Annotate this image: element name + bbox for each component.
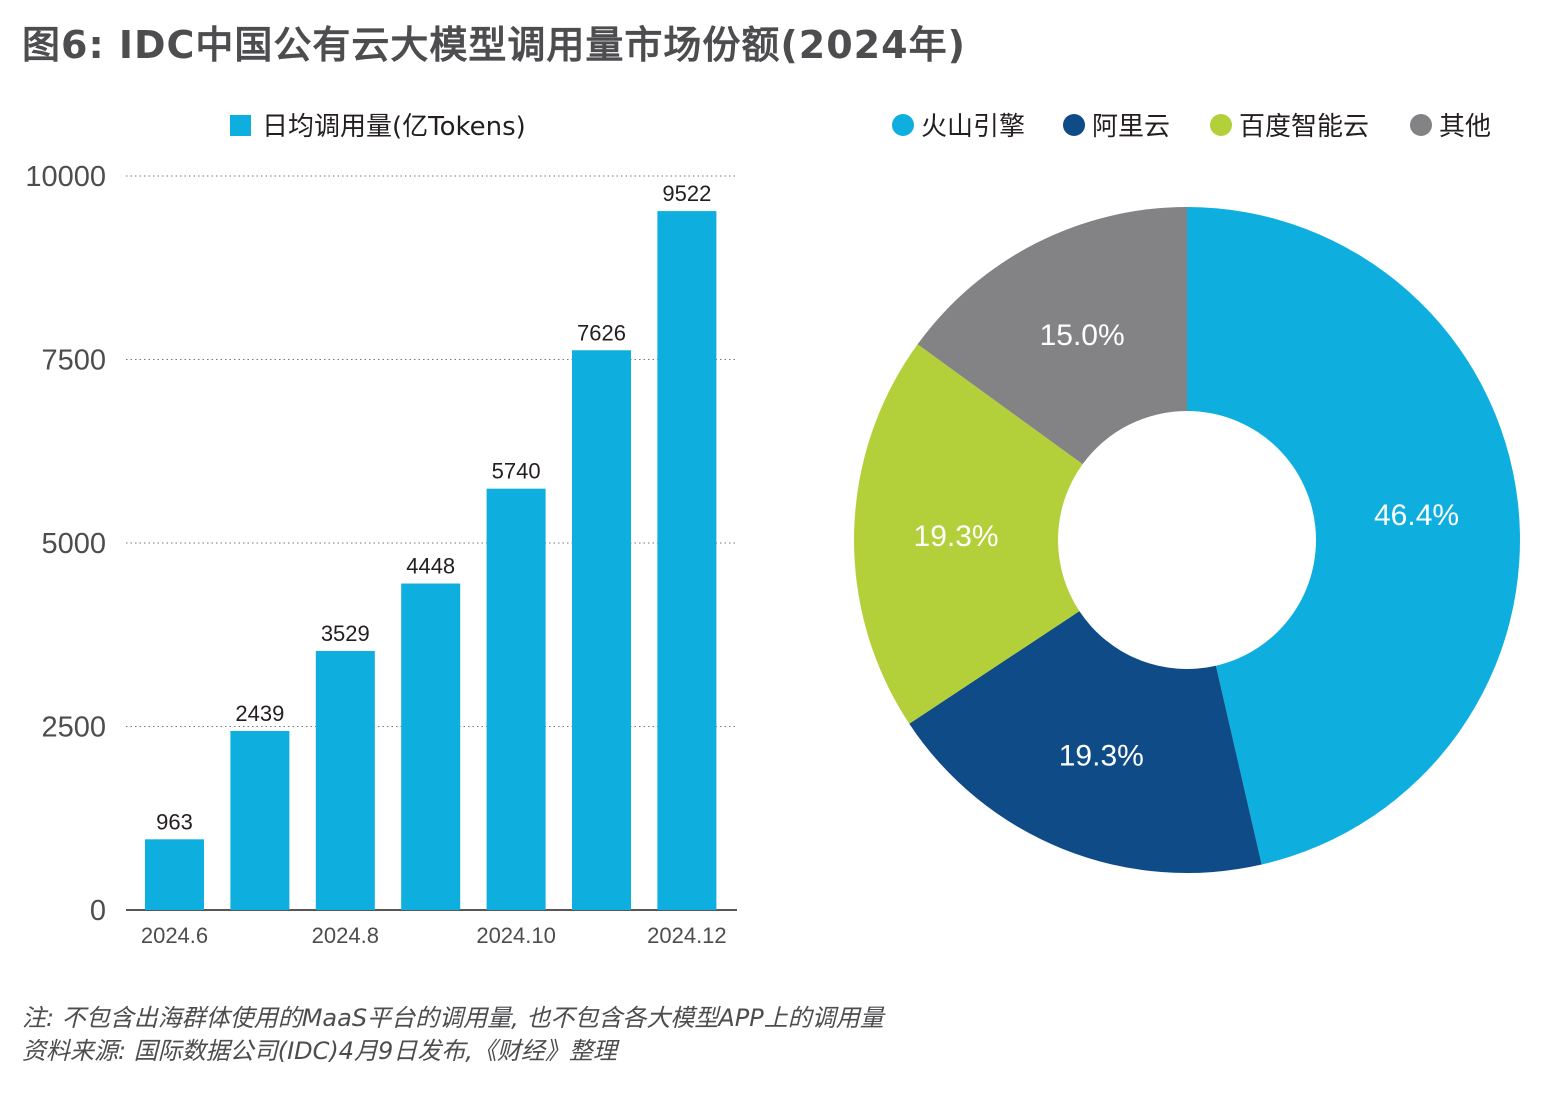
donut-slice (909, 611, 1262, 874)
bar-value-label: 5740 (492, 459, 541, 484)
slice-label: 15.0% (1040, 319, 1125, 352)
y-tick-label: 0 (90, 895, 106, 927)
legend-label: 日均调用量(亿Tokens) (262, 112, 526, 142)
y-tick-label: 10000 (25, 161, 106, 193)
bar-value-label: 7626 (577, 320, 626, 345)
bar (401, 583, 461, 910)
bar (657, 211, 717, 910)
slice-label: 19.3% (914, 520, 999, 553)
donut-slice (1187, 207, 1521, 865)
bar-value-label: 9522 (662, 181, 711, 206)
bar-value-label: 2439 (235, 701, 284, 726)
bar-value-label: 4448 (406, 554, 455, 579)
footnote: 注: 不包含出海群体使用的MaaS平台的调用量, 也不包含各大模型APP上的调用… (22, 1004, 884, 1032)
source-note: 资料来源: 国际数据公司(IDC)4月9日发布,《财经》整理 (22, 1037, 617, 1065)
bar (145, 839, 204, 910)
donut-slice (917, 207, 1187, 465)
chart-title: 图6: IDC中国公有云大模型调用量市场份额(2024年) (22, 23, 966, 67)
x-tick-label: 2024.8 (312, 923, 379, 948)
donut-legend: 火山引擎 阿里云 百度智能云 其他 (892, 112, 1491, 142)
legend-label: 阿里云 (1092, 112, 1170, 142)
donut-slice (854, 344, 1083, 724)
y-tick-label: 2500 (41, 712, 106, 744)
legend-label: 火山引擎 (921, 112, 1025, 142)
donut-chart: 46.4% 19.3% 19.3% 15.0% 火山引擎 阿里云 百度智能云 其他 (854, 112, 1521, 874)
y-tick-label: 7500 (41, 345, 106, 377)
bars (145, 211, 717, 910)
x-tick-labels: 2024.6 2024.8 2024.10 2024.12 (141, 923, 727, 948)
bar (315, 650, 375, 910)
legend-label: 其他 (1439, 112, 1491, 142)
donut-slices (854, 207, 1521, 874)
bar (486, 488, 546, 910)
bar-value-labels: 963 2439 3529 4448 5740 7626 9522 (156, 181, 711, 834)
x-tick-label: 2024.6 (141, 923, 208, 948)
bar-legend: 日均调用量(亿Tokens) (230, 112, 526, 142)
y-tick-labels: 0 2500 5000 7500 10000 (25, 161, 106, 927)
legend-dot (1210, 114, 1232, 136)
bar-value-label: 3529 (321, 621, 370, 646)
bar-value-label: 963 (156, 809, 193, 834)
x-tick-label: 2024.10 (476, 923, 556, 948)
legend-dot (1410, 114, 1432, 136)
legend-dot (892, 114, 914, 136)
bar-chart: 0 2500 5000 7500 10000 963 2439 3529 4448 5740 76… (25, 112, 737, 948)
donut-slice-labels: 46.4% 19.3% 19.3% 15.0% (914, 319, 1460, 772)
slice-label: 19.3% (1059, 740, 1144, 773)
legend-label: 百度智能云 (1239, 112, 1369, 142)
legend-dot (1063, 114, 1085, 136)
x-tick-label: 2024.12 (647, 923, 727, 948)
y-tick-label: 5000 (41, 528, 106, 560)
legend-swatch (230, 115, 251, 136)
bar (230, 730, 290, 910)
bar (572, 350, 631, 910)
slice-label: 46.4% (1374, 499, 1459, 532)
